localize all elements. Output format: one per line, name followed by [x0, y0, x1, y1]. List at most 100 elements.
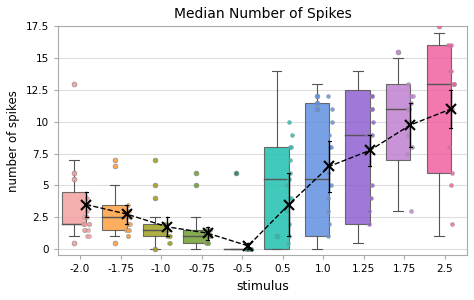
Point: [284, 240, 292, 245]
Point: [244, 247, 251, 251]
Point: [405, 132, 412, 137]
Point: [450, 81, 457, 86]
Y-axis label: number of spikes: number of spikes: [7, 90, 20, 192]
Point: [313, 94, 321, 99]
Point: [126, 221, 134, 226]
Point: [325, 196, 332, 201]
Point: [243, 247, 251, 251]
Point: [407, 208, 415, 213]
Point: [126, 215, 134, 220]
Point: [125, 208, 133, 213]
Point: [394, 49, 402, 54]
Point: [244, 247, 251, 251]
Point: [165, 234, 173, 239]
Point: [326, 145, 333, 150]
Point: [364, 132, 371, 137]
Point: [83, 215, 91, 220]
Point: [288, 132, 296, 137]
Point: [161, 228, 169, 232]
Title: Median Number of Spikes: Median Number of Spikes: [173, 7, 351, 21]
Point: [324, 170, 331, 175]
Point: [166, 240, 173, 245]
Point: [247, 247, 255, 251]
Point: [246, 247, 254, 251]
Point: [204, 240, 212, 245]
Point: [365, 208, 373, 213]
Point: [111, 240, 118, 245]
Point: [80, 228, 87, 232]
Point: [202, 234, 210, 239]
Point: [367, 196, 374, 201]
Point: [160, 228, 168, 232]
Point: [81, 221, 89, 226]
Point: [202, 234, 210, 239]
Point: [245, 247, 252, 251]
Point: [83, 234, 91, 239]
Point: [201, 234, 209, 239]
Point: [408, 100, 415, 105]
Point: [369, 183, 376, 188]
Point: [369, 106, 376, 111]
Point: [327, 145, 335, 150]
Point: [450, 81, 457, 86]
Point: [288, 196, 295, 201]
Point: [70, 81, 78, 86]
Point: [368, 94, 376, 99]
Point: [326, 221, 333, 226]
Point: [447, 68, 455, 73]
Point: [273, 234, 281, 239]
Point: [326, 132, 333, 137]
Point: [80, 215, 88, 220]
Point: [192, 183, 200, 188]
Point: [286, 145, 294, 150]
Point: [81, 221, 88, 226]
Point: [124, 234, 132, 239]
Point: [285, 119, 293, 124]
Point: [70, 170, 78, 175]
Bar: [427, 45, 451, 173]
Bar: [386, 84, 410, 160]
Point: [151, 196, 159, 201]
Point: [368, 94, 376, 99]
Point: [447, 43, 455, 48]
Point: [283, 208, 291, 213]
Point: [407, 94, 415, 99]
Point: [151, 183, 159, 188]
Point: [204, 228, 211, 232]
Point: [444, 43, 452, 48]
Point: [232, 170, 240, 175]
Point: [408, 145, 415, 150]
Point: [368, 106, 375, 111]
Point: [70, 177, 78, 182]
Point: [313, 106, 321, 111]
Point: [324, 94, 331, 99]
Point: [286, 170, 294, 175]
Point: [83, 208, 91, 213]
Point: [164, 228, 172, 232]
Point: [446, 145, 453, 150]
Point: [328, 183, 335, 188]
Point: [283, 183, 290, 188]
Point: [85, 221, 93, 226]
Point: [285, 234, 293, 239]
Point: [124, 202, 131, 207]
Point: [324, 234, 331, 239]
Point: [192, 170, 200, 175]
Point: [164, 221, 171, 226]
Bar: [62, 192, 86, 224]
Point: [285, 177, 292, 182]
Point: [123, 228, 130, 232]
Point: [246, 247, 254, 251]
Bar: [305, 103, 329, 236]
Point: [285, 221, 292, 226]
Point: [84, 202, 91, 207]
Bar: [346, 90, 370, 224]
Point: [287, 145, 294, 150]
Point: [447, 183, 455, 188]
Point: [165, 234, 173, 239]
Point: [448, 106, 456, 111]
Bar: [143, 224, 167, 236]
Point: [83, 196, 91, 201]
Point: [202, 228, 210, 232]
Point: [407, 119, 414, 124]
